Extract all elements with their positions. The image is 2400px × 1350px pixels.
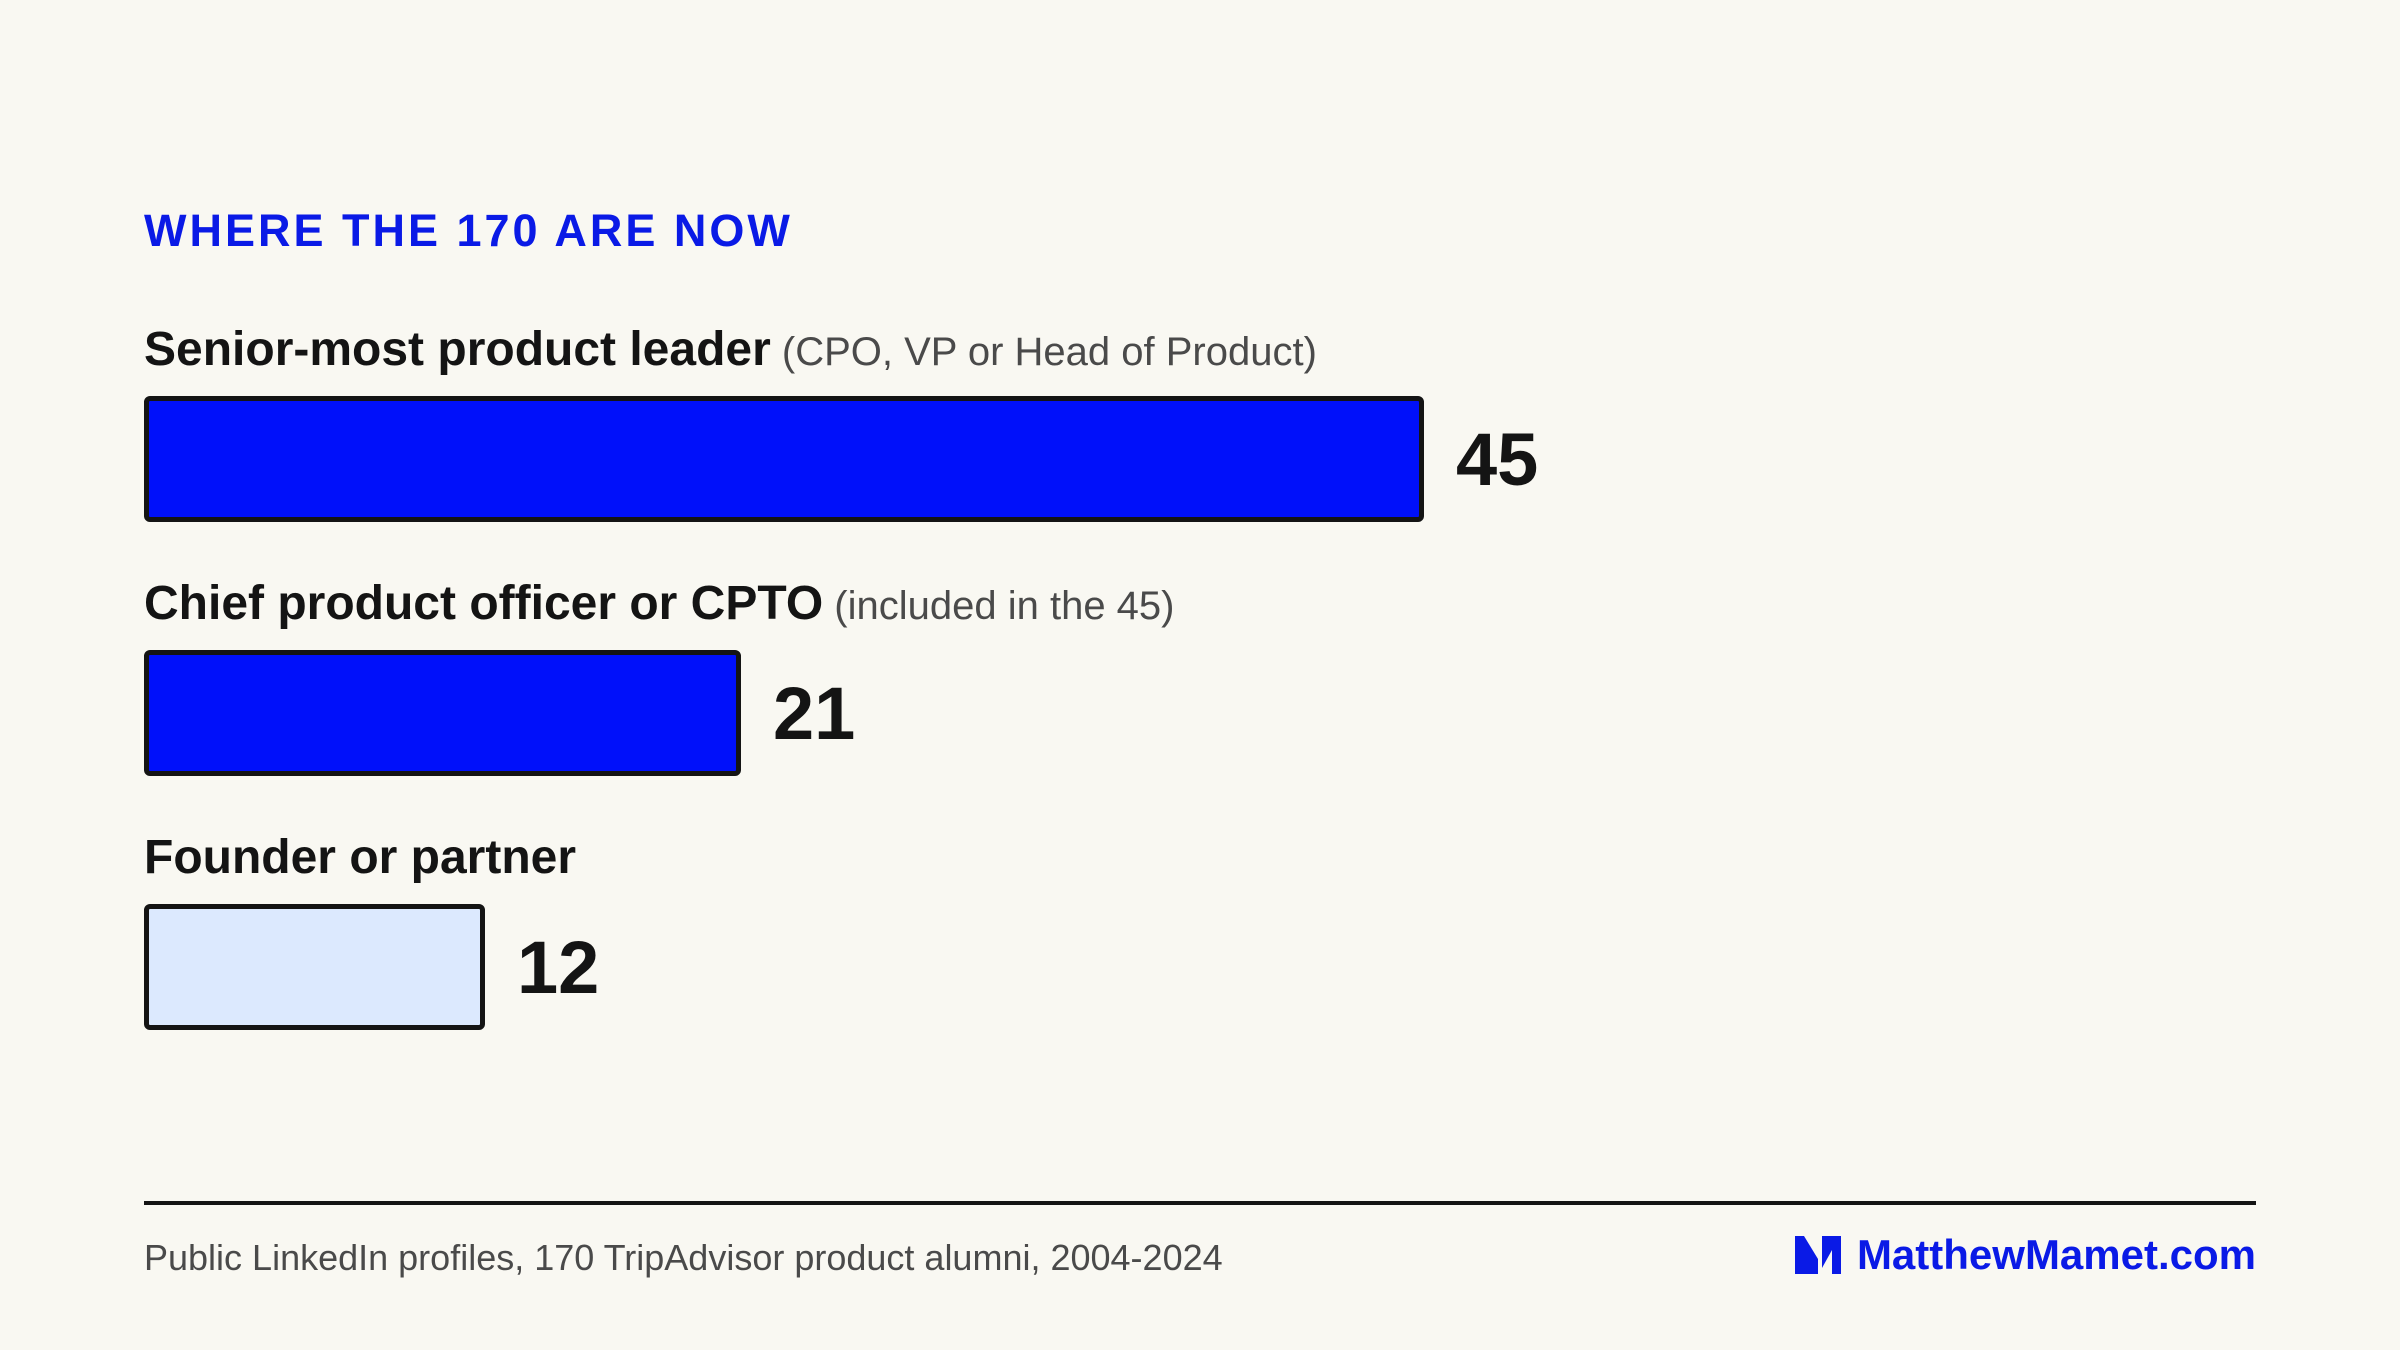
category-label-founder-or-partner: Founder or partner: [144, 834, 576, 882]
category-note: (CPO, VP or Head of Product): [770, 330, 1317, 374]
bar-chief-product-officer: [144, 650, 741, 776]
value-label-founder-or-partner: 12: [517, 926, 600, 1009]
value-label-senior-most-product-leader: 45: [1456, 418, 1539, 501]
bar-senior-most-product-leader: [144, 396, 1424, 522]
category-name: Founder or partner: [144, 831, 577, 884]
category-label-chief-product-officer: Chief product officer or CPTO (included …: [144, 580, 1174, 628]
footer-divider: [144, 1201, 2256, 1205]
chart-kicker: WHERE THE 170 ARE NOW: [144, 205, 793, 256]
value-label-chief-product-officer: 21: [773, 672, 856, 755]
category-label-senior-most-product-leader: Senior-most product leader (CPO, VP or H…: [144, 326, 1317, 374]
category-name: Senior-most product leader: [144, 323, 771, 376]
brand-link[interactable]: MatthewMamet.com: [1794, 1231, 2256, 1278]
brand-text[interactable]: MatthewMamet.com: [1856, 1231, 2256, 1278]
mm-logo-icon: [1794, 1236, 1841, 1274]
bar-founder-or-partner: [144, 904, 485, 1030]
source-note: Public LinkedIn profiles, 170 TripAdviso…: [144, 1237, 1223, 1278]
category-note: (included in the 45): [823, 584, 1175, 628]
category-name: Chief product officer or CPTO: [144, 577, 824, 630]
